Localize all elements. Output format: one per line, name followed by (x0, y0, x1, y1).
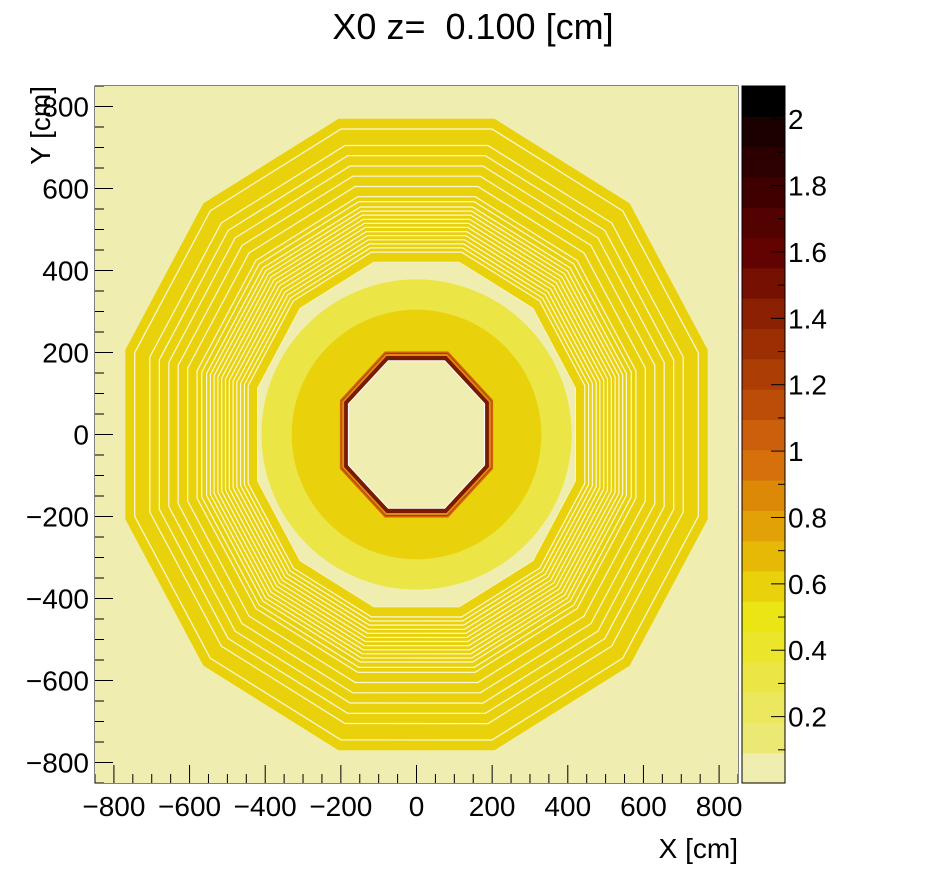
shell-layer-line (134, 128, 699, 741)
shell-layer-line (201, 201, 632, 669)
shell-layer-line (240, 243, 594, 626)
y-axis-label: Y [cm] (25, 86, 56, 165)
colorbar-swatch (742, 328, 785, 360)
chart-title: X0 z= 0.100 [cm] (332, 6, 614, 47)
colorbar-swatch (742, 116, 785, 148)
colorbar-swatch (742, 207, 785, 239)
colorbar-swatch (742, 540, 785, 572)
shell-layer-line (187, 185, 646, 684)
colorbar-swatch (742, 237, 785, 269)
x-tick-label: −800 (82, 791, 145, 822)
x-tick-label: 800 (696, 791, 743, 822)
inner-octagon-wall-highlight (342, 354, 491, 515)
shell-layer-line (228, 231, 605, 639)
shell-layer-line (177, 175, 656, 694)
shell-layer-line (149, 144, 684, 725)
colorbar-tick-label: 1.8 (788, 171, 827, 202)
inner-bore (347, 360, 486, 509)
heatmap-layer (95, 86, 738, 783)
shell-layer-line (217, 218, 616, 651)
shell-layer-line (213, 214, 620, 655)
shell-layer-line (221, 222, 612, 647)
shell-layer-line (158, 155, 675, 714)
x-axis-label: X [cm] (659, 833, 738, 864)
y-tick-label: 0 (73, 420, 89, 451)
colorbar-swatch (742, 419, 785, 451)
colorbar-swatch (742, 449, 785, 481)
x-tick-label: −400 (234, 791, 297, 822)
colorbar-frame (741, 85, 786, 784)
shell-layer-line (206, 206, 628, 663)
colorbar-swatch (742, 86, 785, 117)
y-tick-label: −400 (26, 584, 89, 615)
colorbar-tick-label: 1.4 (788, 303, 827, 334)
shell-layer-line (196, 196, 637, 673)
y-tick-label: −200 (26, 502, 89, 533)
shell-layer-line (236, 239, 597, 630)
colorbar-tick-label: 1.2 (788, 370, 827, 401)
colorbar-swatch (742, 146, 785, 178)
colorbar-tick-label: 1.6 (788, 237, 827, 268)
colorbar-swatch (742, 479, 785, 511)
x-tick-label: −600 (158, 791, 221, 822)
colorbar-tick-label: 1 (788, 436, 804, 467)
shell-layer-line (224, 226, 609, 643)
colorbar-tick-label: 2 (788, 104, 804, 135)
shell-layer-line (247, 251, 586, 618)
colorbar-swatch (742, 510, 785, 542)
x-tick-label: 200 (469, 791, 516, 822)
shell-layer-line (209, 210, 624, 659)
colorbar-tick-label: 0.2 (788, 702, 827, 733)
y-tick-label: 200 (42, 338, 89, 369)
x-tick-label: 0 (409, 791, 425, 822)
colorbar-layer: 0.2 0.4 0.6 0.8 1 1.2 1.4 1.6 1.8 2 (741, 85, 827, 784)
shell-layer-line (243, 247, 590, 622)
colorbar-swatch (742, 267, 785, 299)
y-tick-label: 800 (42, 92, 89, 123)
y-tick-label: −600 (26, 666, 89, 697)
colorbar-swatch (742, 631, 785, 663)
colorbar-swatch (742, 661, 785, 693)
axis-layer: −800 −600 −400 −200 0 200 400 600 800 −800 −600 −40… (26, 85, 743, 822)
colorbar-tick-label: 0.4 (788, 635, 827, 666)
y-tick-label: 600 (42, 174, 89, 205)
colorbar-swatch (742, 601, 785, 633)
x-tick-label: 600 (620, 791, 667, 822)
colorbar-swatch (742, 570, 785, 602)
colorbar-swatch (742, 752, 785, 784)
y-tick-label: −800 (26, 748, 89, 779)
x-tick-label: −200 (309, 791, 372, 822)
colorbar-tick-label: 0.6 (788, 569, 827, 600)
colorbar-swatch (742, 176, 785, 208)
shell-layer-line (168, 165, 665, 704)
colorbar-tick-label: 0.8 (788, 502, 827, 533)
y-tick-label: 400 (42, 256, 89, 287)
colorbar-swatch (742, 722, 785, 754)
colorbar-swatch (742, 389, 785, 420)
shell-layer-line (232, 235, 601, 635)
colorbar-swatch (742, 692, 785, 723)
colorbar-swatch (742, 298, 785, 330)
x-tick-label: 400 (544, 791, 591, 822)
